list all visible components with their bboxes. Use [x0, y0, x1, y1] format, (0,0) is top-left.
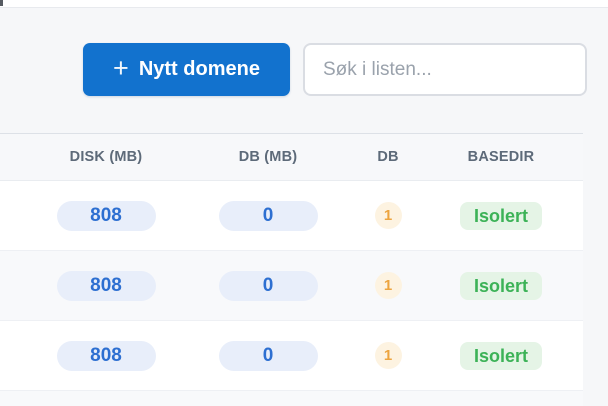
disk-mb-badge: 808	[56, 200, 156, 231]
top-divider-strip	[0, 0, 608, 8]
column-header-disk-mb: DISK (MB)	[69, 149, 143, 165]
db-count-badge: 1	[374, 342, 402, 369]
table-row-partial	[0, 391, 583, 406]
disk-mb-badge: 808	[56, 340, 156, 371]
new-domain-button-label: Nytt domene	[138, 58, 260, 80]
basedir-badge: Isolert	[459, 201, 543, 230]
table-header-row: DISK (MB) DB (MB) DB BASEDIR	[0, 133, 583, 181]
search-input[interactable]	[303, 43, 587, 96]
db-mb-badge: 0	[218, 200, 318, 231]
corner-artifact	[0, 0, 3, 6]
new-domain-button[interactable]: + Nytt domene	[83, 43, 290, 96]
column-header-db-mb: DB (MB)	[238, 149, 298, 165]
column-header-db: DB	[377, 149, 399, 165]
table-row[interactable]: 808 0 1 Isolert	[0, 181, 583, 251]
plus-icon: +	[113, 52, 129, 83]
db-count-badge: 1	[374, 272, 402, 299]
db-mb-badge: 0	[218, 340, 318, 371]
db-count-badge: 1	[374, 202, 402, 229]
basedir-badge: Isolert	[459, 341, 543, 370]
domains-table: DISK (MB) DB (MB) DB BASEDIR 808 0 1 Iso…	[0, 133, 583, 406]
basedir-badge: Isolert	[459, 271, 543, 300]
db-mb-badge: 0	[218, 270, 318, 301]
table-row[interactable]: 808 0 1 Isolert	[0, 321, 583, 391]
column-header-basedir: BASEDIR	[467, 149, 535, 165]
disk-mb-badge: 808	[56, 270, 156, 301]
table-row[interactable]: 808 0 1 Isolert	[0, 251, 583, 321]
